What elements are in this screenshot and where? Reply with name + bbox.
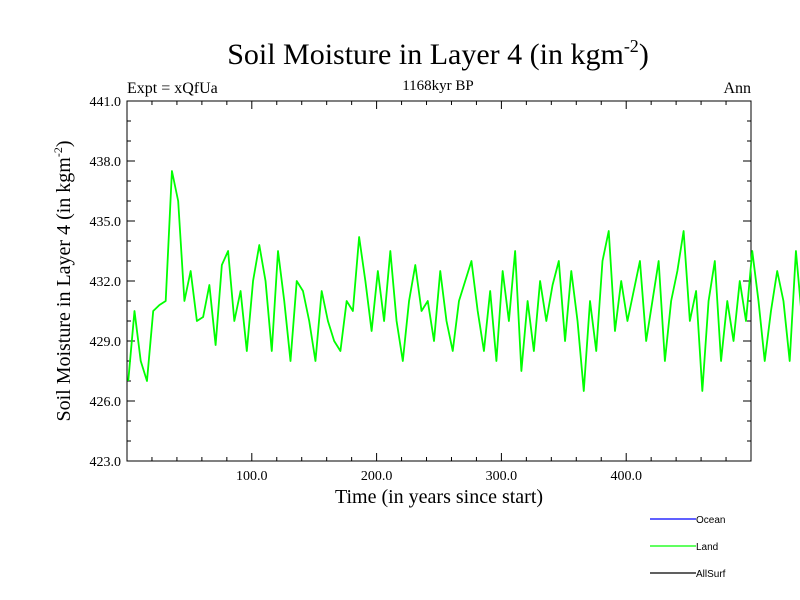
series-line-land [127,170,800,392]
y-tick-label: 426.0 [90,395,122,410]
series-layer [127,170,800,392]
x-axis-label: Time (in years since start) [335,486,543,508]
chart-title: Soil Moisture in Layer 4 (in kgm-2) [227,36,649,71]
legend-label-ocean: Ocean [696,515,725,526]
x-tick-label: 300.0 [486,469,518,484]
y-tick-label: 423.0 [90,455,122,470]
season-label: Ann [723,80,751,97]
y-axis-label-text: Soil Moisture in Layer 4 (in kgm [53,157,75,422]
y-tick-label: 435.0 [90,215,122,230]
y-tick-label: 438.0 [90,155,122,170]
chart-subtitle: 1168kyr BP [402,78,474,94]
y-tick-label: 432.0 [90,275,122,290]
legend-label-allsurf: AllSurf [696,569,726,580]
chart-title-text: Soil Moisture in Layer 4 (in kgm [227,38,624,71]
legend: Ocean Land AllSurf [650,515,726,580]
y-axis-label-sup: -2 [51,147,65,157]
chart-title-sup: -2 [624,36,639,56]
axis-ticks: 423.0 426.0 429.0 432.0 435.0 438.0 441.0 100.0… [90,95,751,484]
chart-title-close: ) [639,38,649,71]
y-tick-label: 429.0 [90,335,122,350]
x-tick-label: 200.0 [361,469,393,484]
x-tick-label: 400.0 [610,469,642,484]
y-tick-label: 441.0 [90,95,122,110]
legend-label-land: Land [696,542,718,553]
experiment-label: Expt = xQfUa [127,80,218,97]
x-tick-label: 100.0 [236,469,268,484]
y-axis-label-close: ) [53,140,75,147]
y-axis-label: Soil Moisture in Layer 4 (in kgm-2) [51,140,75,421]
